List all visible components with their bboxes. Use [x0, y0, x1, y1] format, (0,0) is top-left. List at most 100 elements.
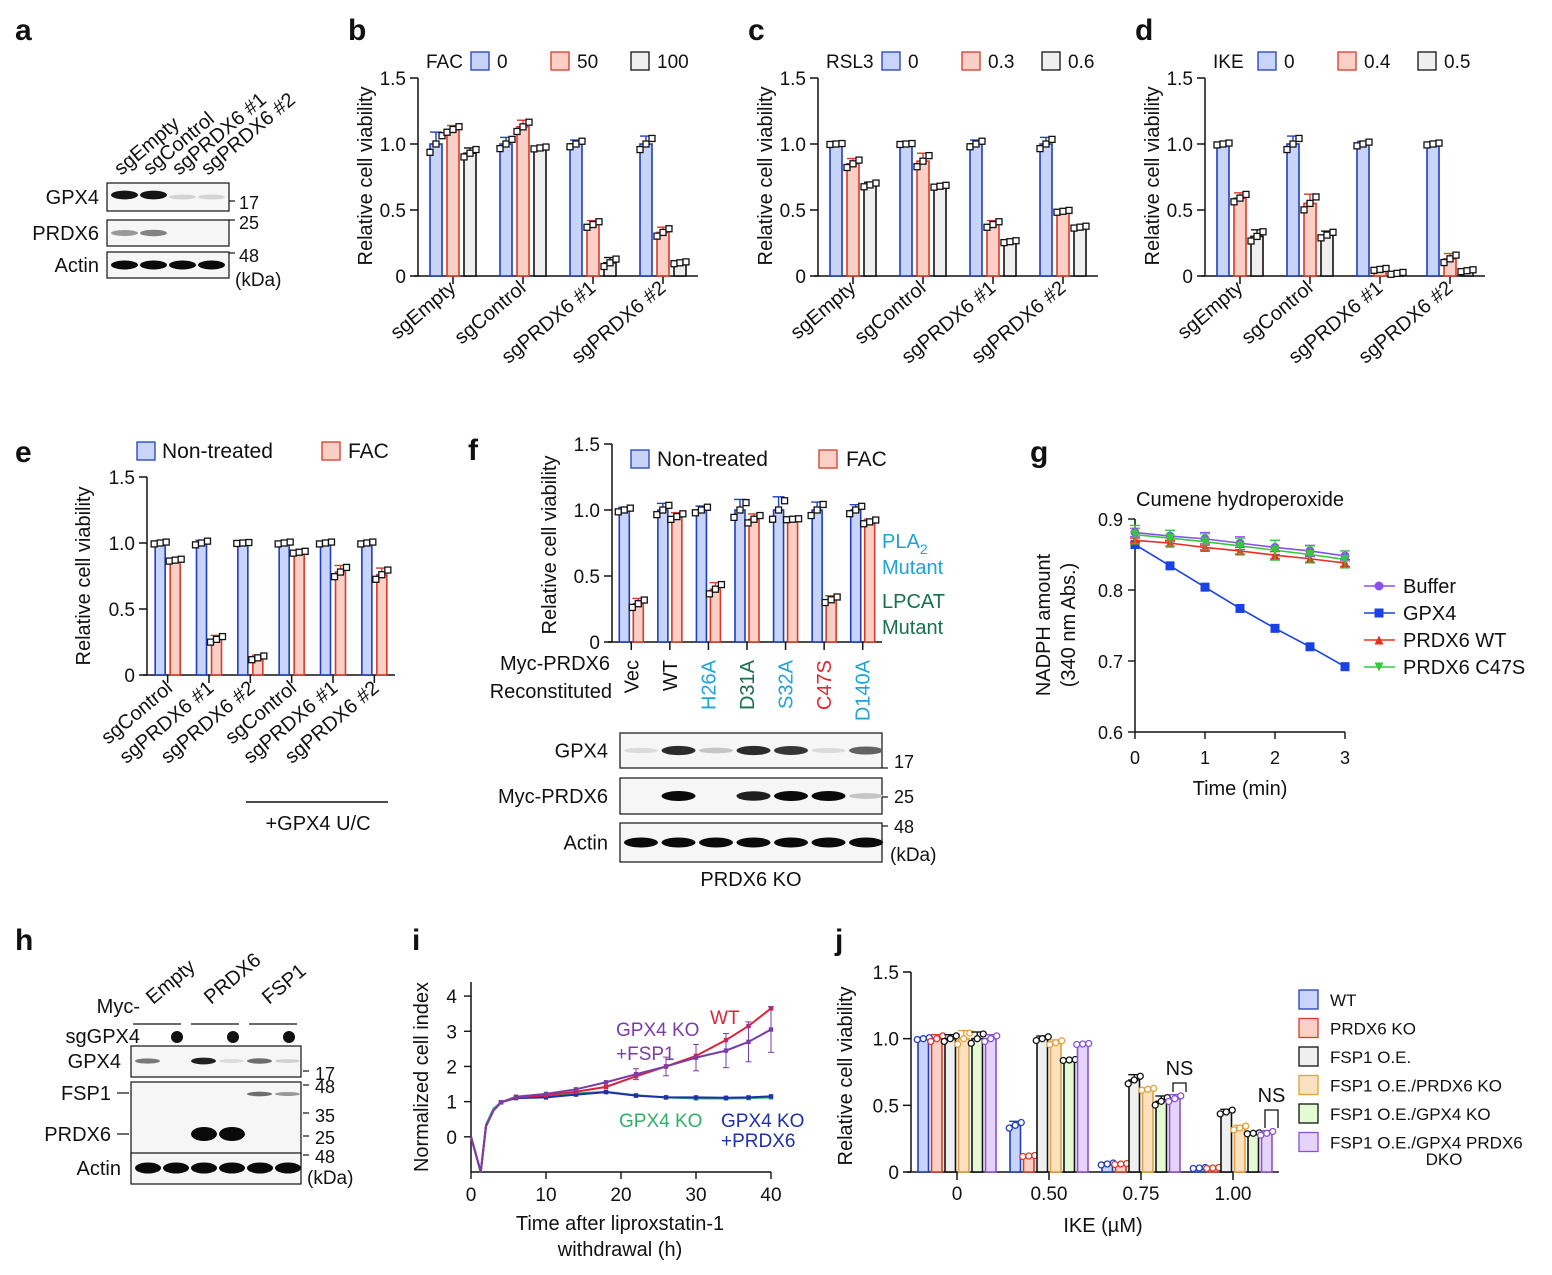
bar: [1049, 1041, 1062, 1173]
blot-band: [275, 1162, 301, 1174]
data-point: [640, 596, 648, 604]
legend-swatch: [550, 51, 570, 71]
data-point: [212, 635, 221, 644]
bar: [734, 509, 746, 643]
data-point: [171, 556, 179, 564]
marker: [498, 1100, 504, 1105]
data-point: [925, 151, 933, 160]
bar: [671, 515, 683, 643]
blot-band: [624, 837, 658, 848]
x-axis-label: withdrawal (h): [557, 1239, 682, 1261]
x-tick-label: S32A: [776, 659, 798, 709]
y-tick-label: 0.8: [1098, 581, 1123, 601]
data-point: [1053, 208, 1061, 216]
annotation-pla2: Mutant: [882, 557, 944, 579]
marker-label: 48: [894, 817, 914, 837]
data-point: [1365, 138, 1373, 146]
x-tick-label: 20: [610, 1185, 631, 1206]
legend-label: FSP1 O.E./PRDX6 KO: [1330, 1077, 1502, 1096]
group-label: +GPX4 U/C: [265, 813, 370, 835]
y-axis-label: Relative cell viability: [73, 487, 95, 666]
bar: [944, 1037, 957, 1173]
data-point: [274, 540, 282, 548]
data-point: [472, 145, 480, 154]
y-tick-label: 3: [446, 1022, 457, 1043]
data-point: [628, 603, 636, 612]
bar: [1303, 202, 1317, 277]
legend-label: FSP1 O.E./GPX4 PRDX6: [1330, 1134, 1523, 1153]
data-point: [993, 1032, 1001, 1040]
x-tick-label: 0: [466, 1185, 477, 1206]
x-tick-label: H26A: [698, 659, 720, 710]
blot-band: [191, 1127, 217, 1141]
bar: [293, 551, 305, 676]
legend-swatch: [1298, 1131, 1319, 1153]
legend-swatch: [818, 449, 838, 469]
bar: [748, 518, 760, 643]
marker: [1305, 550, 1315, 559]
legend-label: 0: [908, 52, 919, 73]
legend-title: FAC: [426, 52, 463, 73]
blot-band: [661, 745, 696, 756]
data-point: [1249, 1129, 1257, 1137]
data-point: [342, 563, 351, 572]
marker: [1340, 662, 1350, 672]
blot-band: [247, 1162, 273, 1174]
data-point: [827, 596, 835, 604]
marker: [573, 1089, 579, 1094]
marker: [1374, 635, 1384, 645]
data-point: [866, 181, 874, 189]
data-point: [1263, 1129, 1271, 1137]
bar: [1216, 143, 1230, 277]
x-axis-label: Time (min): [1193, 778, 1288, 800]
bar: [463, 152, 477, 277]
blot-band: [699, 747, 733, 754]
bar: [1036, 1037, 1049, 1173]
series-1: [470, 1006, 774, 1173]
chart-e: 0 0.5 1.0 1.5 e Relative cell viability Non-tr…: [15, 436, 395, 835]
data-point: [1376, 265, 1384, 274]
blot-band: [811, 837, 846, 848]
data-point: [908, 139, 916, 148]
marker: [1165, 561, 1175, 571]
bar: [639, 143, 653, 277]
y-axis-label: NADPH amount: [1033, 553, 1055, 696]
marker: [1200, 537, 1210, 547]
data-point: [913, 163, 921, 171]
data-point: [1387, 270, 1395, 278]
bar: [516, 126, 530, 277]
data-point: [940, 1037, 948, 1046]
series-gpx4: GPX4: [1130, 540, 1456, 672]
x-tick-label: C47S: [814, 660, 836, 710]
legend-label: DKO: [1426, 1150, 1463, 1169]
blot-band: [774, 837, 808, 848]
data-point: [1317, 234, 1325, 242]
bar: [986, 223, 1000, 277]
blot-band: [275, 1091, 300, 1097]
legend-title: RSL3: [826, 52, 874, 73]
data-point: [860, 183, 868, 191]
data-point: [1085, 1039, 1093, 1048]
data-point: [1353, 142, 1361, 150]
blot-band: [111, 260, 138, 270]
bar: [1220, 1111, 1233, 1173]
data-point: [872, 516, 880, 524]
data-point: [1225, 139, 1233, 147]
series-label-fsp1: GPX4 KO: [616, 1020, 699, 1041]
legend-label: PRDX6 KO: [1330, 1020, 1416, 1039]
bar: [1426, 143, 1440, 277]
marker: [1340, 554, 1350, 564]
data-point: [1370, 266, 1378, 274]
data-point: [1019, 1152, 1027, 1161]
data-point: [1230, 1126, 1238, 1134]
ns-bracket: [1172, 1082, 1187, 1092]
data-point: [636, 145, 644, 154]
bar: [1286, 143, 1300, 277]
x-tick-label: Vec: [621, 660, 643, 693]
marker: [633, 1093, 639, 1098]
data-point: [1017, 1118, 1025, 1127]
data-point: [1124, 1080, 1132, 1088]
bar: [278, 542, 290, 676]
y-tick-label: 0: [795, 267, 806, 288]
